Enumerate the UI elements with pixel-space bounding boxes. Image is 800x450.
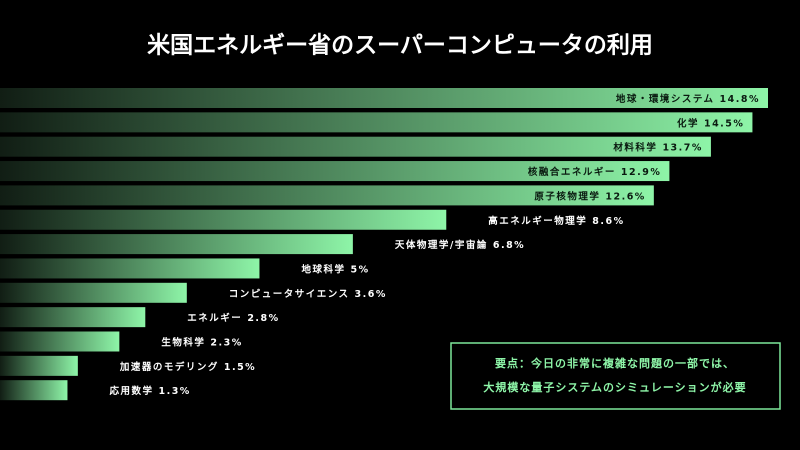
bar: [0, 258, 260, 279]
bar: [0, 136, 711, 157]
value-label: 1.5%: [224, 361, 256, 372]
bar-label: 高エネルギー物理学 8.6%: [488, 214, 624, 226]
bar-label: 核融合エネルギー 12.9%: [528, 166, 661, 178]
category-label: 高エネルギー物理学: [488, 214, 587, 226]
note-box: [450, 342, 781, 410]
bar: [0, 185, 654, 206]
category-label: 原子核物理学: [534, 190, 600, 202]
bar: [0, 112, 753, 133]
category-label: 生物科学: [161, 336, 205, 348]
category-label: 化学: [677, 117, 699, 129]
bar-label: 応用数学 1.3%: [108, 385, 190, 397]
category-label: コンピュータサイエンス: [229, 287, 350, 299]
value-label: 12.9%: [621, 167, 661, 178]
bar: [0, 209, 447, 230]
category-label: 地球・環境システム: [616, 93, 715, 105]
bar: [0, 234, 353, 255]
value-label: 1.3%: [158, 386, 190, 397]
value-label: 8.6%: [592, 215, 624, 226]
value-label: 13.7%: [662, 142, 702, 153]
bar-label: 地球・環境システム 14.8%: [616, 93, 760, 105]
category-label: 応用数学: [108, 385, 153, 397]
bar: [0, 161, 670, 182]
bar-label: 原子核物理学 12.6%: [534, 190, 645, 202]
note-line: 要点：今日の非常に複雑な問題の一部では、: [495, 356, 735, 370]
chart-title: 米国エネルギー省のスーパーコンピュータの利用: [147, 33, 653, 59]
category-label: 加速器のモデリング: [119, 360, 219, 372]
bar-label: 生物科学 2.3%: [161, 336, 242, 348]
bar-label: 地球科学 5%: [301, 263, 369, 275]
category-label: エネルギー: [187, 312, 242, 324]
value-label: 6.8%: [493, 240, 525, 251]
bar-label: コンピュータサイエンス 3.6%: [229, 287, 387, 299]
bar-label: エネルギー 2.8%: [187, 312, 279, 324]
note-line: 大規模な量子システムのシミュレーションが必要: [483, 380, 746, 394]
bar: [0, 88, 768, 108]
bar-label: 天体物理学/宇宙論 6.8%: [395, 239, 525, 251]
value-label: 3.6%: [355, 288, 387, 299]
category-label: 地球科学: [301, 263, 345, 275]
value-label: 2.8%: [247, 313, 279, 324]
bar: [0, 380, 68, 401]
bar-label: 化学 14.5%: [677, 117, 744, 129]
value-label: 2.3%: [210, 337, 242, 348]
value-label: 5%: [350, 264, 369, 275]
value-label: 14.5%: [704, 118, 744, 129]
bar: [0, 331, 120, 352]
value-label: 12.6%: [605, 191, 645, 202]
value-label: 14.8%: [720, 94, 760, 105]
bar-label: 材料科学 13.7%: [612, 141, 702, 153]
category-label: 天体物理学/宇宙論: [395, 239, 488, 251]
category-label: 核融合エネルギー: [528, 166, 616, 178]
bar: [0, 355, 78, 376]
bar-label: 加速器のモデリング 1.5%: [119, 360, 256, 372]
category-label: 材料科学: [612, 141, 657, 153]
bar: [0, 282, 187, 303]
bar: [0, 307, 146, 328]
